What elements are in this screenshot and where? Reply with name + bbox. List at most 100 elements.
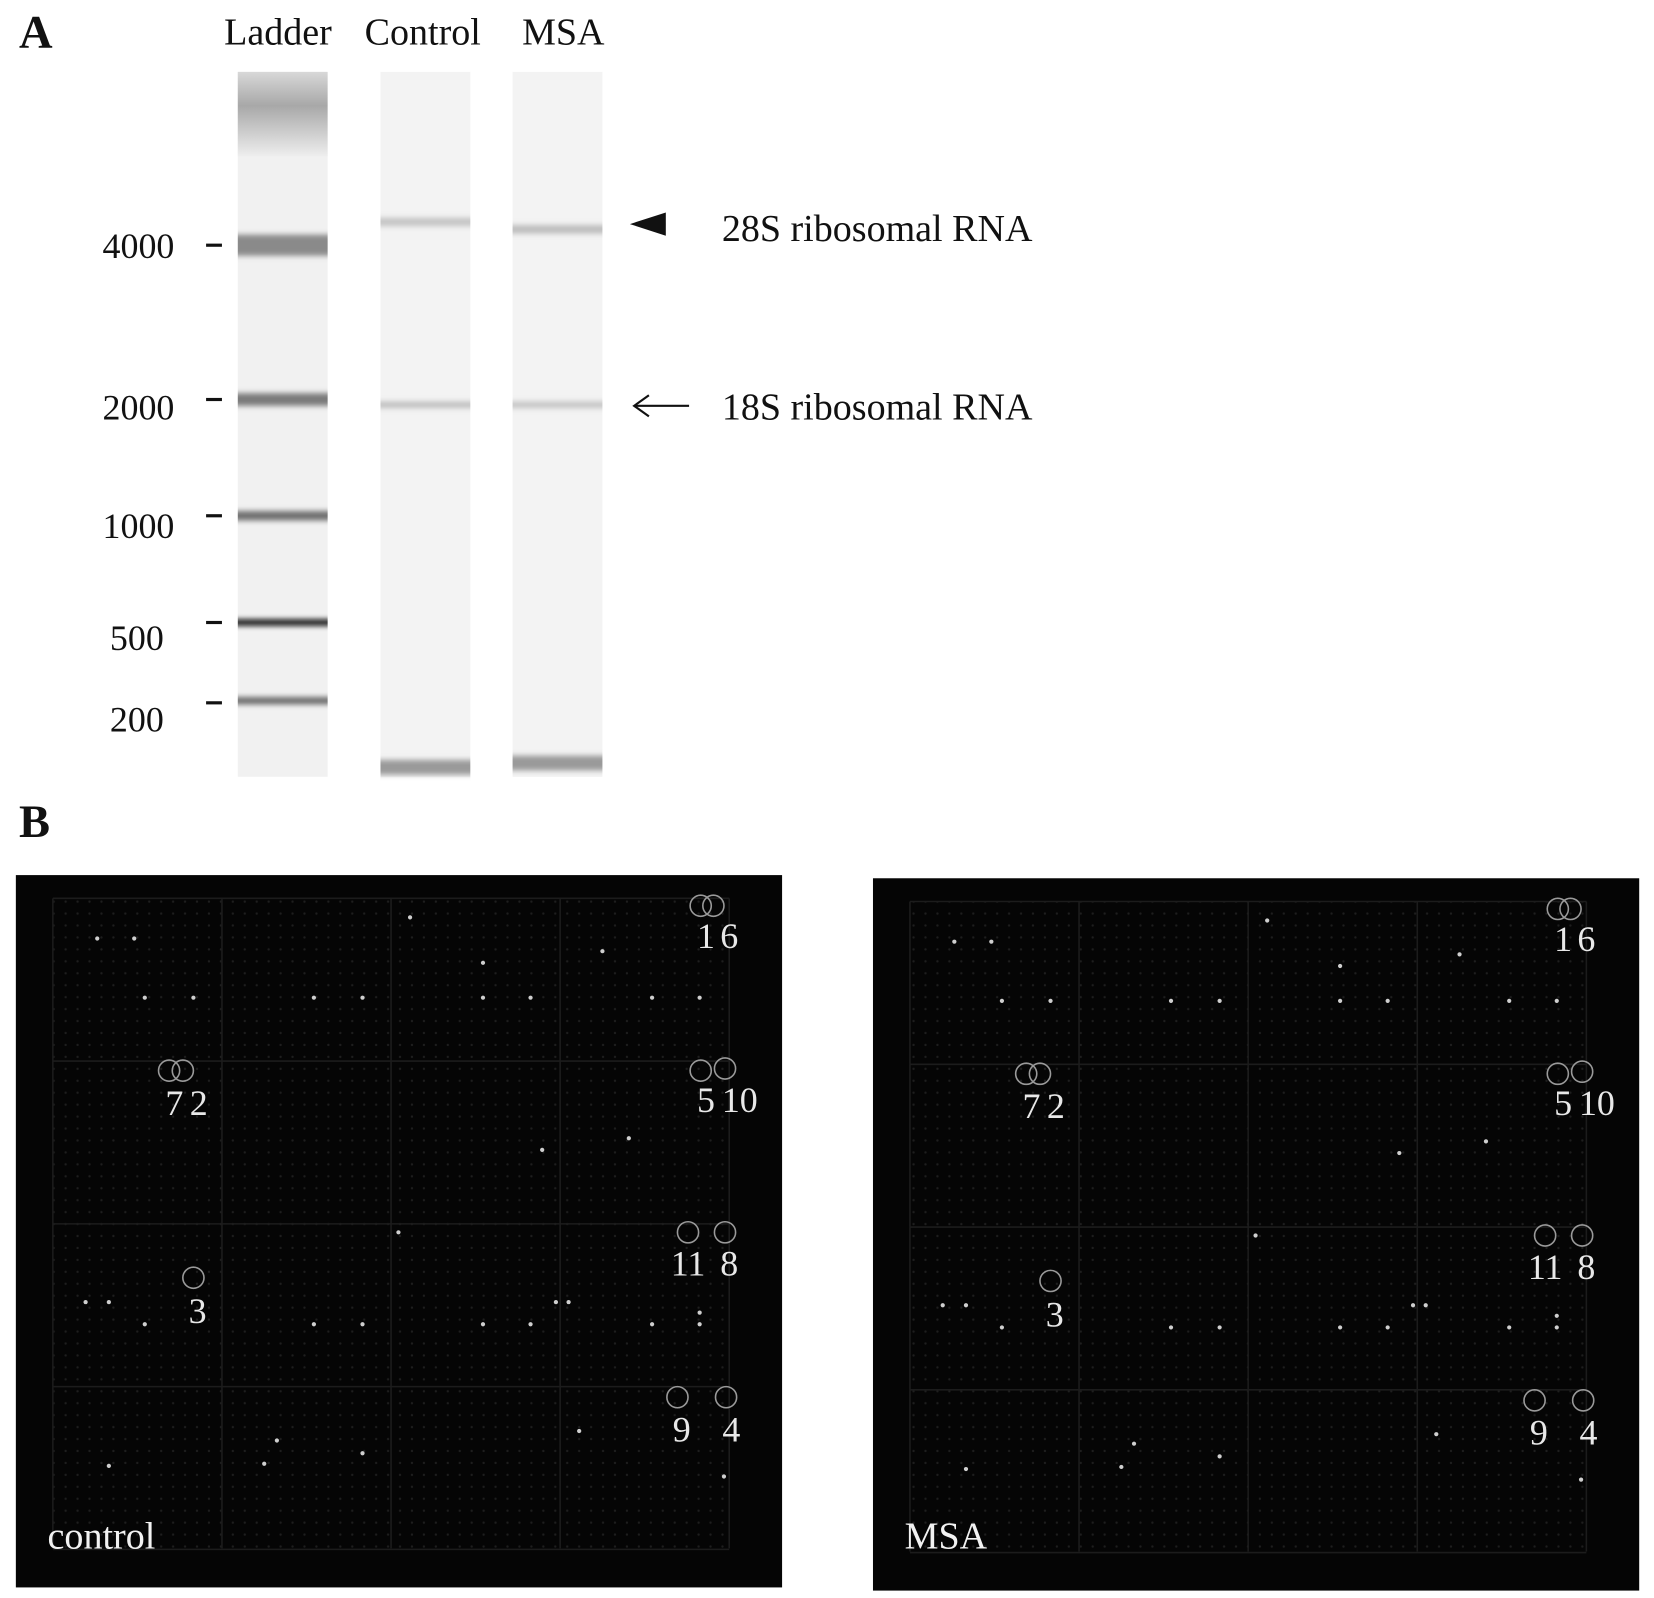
band [237, 393, 328, 406]
spot [262, 1461, 267, 1466]
spot [396, 1230, 401, 1235]
spot [360, 1322, 365, 1327]
spot [1554, 998, 1559, 1003]
spot [566, 1299, 571, 1305]
spot-ring [666, 1385, 689, 1409]
annotation: 28S ribosomal RNA [722, 208, 1033, 250]
panel-label: B [19, 797, 50, 848]
spot-ring [702, 894, 725, 918]
spot [480, 995, 486, 1000]
spot-ring [1559, 897, 1582, 921]
spot-label: 7 [165, 1083, 183, 1123]
spot-label: 6 [1577, 919, 1595, 959]
spot-ring [689, 1059, 713, 1082]
spot [999, 998, 1005, 1003]
spot [1253, 1233, 1258, 1238]
spot [697, 995, 702, 1000]
spot [1457, 952, 1462, 957]
arrow [632, 394, 690, 418]
spot [1119, 1464, 1124, 1470]
spot [1217, 1325, 1222, 1330]
spot-ring [1570, 1060, 1594, 1084]
spot [360, 995, 365, 1000]
band [237, 697, 328, 705]
spot-label: 2 [1047, 1086, 1065, 1126]
spot [142, 1322, 147, 1327]
spot [106, 1463, 111, 1468]
spot-label: 7 [1023, 1086, 1041, 1126]
band [237, 511, 328, 521]
lane-label: MSA [522, 11, 605, 53]
spot-label: 9 [1530, 1413, 1548, 1453]
band [237, 234, 328, 256]
spot-label: 11 [671, 1244, 706, 1284]
band [512, 755, 603, 771]
array-name: MSA [905, 1515, 988, 1557]
spot-ring [713, 1057, 737, 1080]
spot [577, 1428, 582, 1434]
band [380, 217, 471, 227]
spot-ring [1533, 1224, 1557, 1247]
spot [1397, 1150, 1402, 1156]
spot-ring [714, 1385, 738, 1409]
band [512, 401, 603, 408]
spot-label: 9 [673, 1410, 691, 1450]
spot-label: 10 [1579, 1083, 1615, 1123]
spot [721, 1474, 727, 1479]
spot [480, 960, 486, 965]
spot [940, 1303, 945, 1308]
spot [106, 1299, 111, 1305]
spot-label: 1 [697, 916, 715, 956]
spot [999, 1325, 1005, 1330]
spot-label: 5 [1554, 1083, 1572, 1123]
spot-ring [1523, 1388, 1546, 1412]
spot [1483, 1139, 1489, 1144]
spot-ring [676, 1220, 700, 1244]
panel-label: A [19, 8, 53, 59]
size-label: 500 [110, 618, 164, 658]
lane [237, 71, 328, 777]
array: 1 6 7 2 5 10 11 8 3 9 4 control [15, 875, 783, 1588]
spot-label: 10 [722, 1080, 758, 1120]
spot [600, 949, 605, 954]
spot [274, 1438, 280, 1443]
spot-ring [713, 1220, 737, 1244]
lane-label: Control [365, 11, 481, 53]
spot [1265, 918, 1270, 923]
spot [1423, 1303, 1428, 1308]
spot [132, 936, 137, 941]
array: 1 6 7 2 5 10 11 8 3 9 4 MSA [872, 878, 1640, 1591]
spot [1385, 998, 1390, 1003]
size-label: 4000 [103, 226, 175, 266]
spot [1507, 998, 1512, 1003]
spot [649, 1322, 655, 1327]
gel [237, 71, 603, 777]
spot-ring [182, 1266, 205, 1290]
spot-label: 1 [1554, 919, 1572, 959]
spot [1217, 998, 1222, 1003]
lane-label: Ladder [224, 11, 332, 53]
lane [512, 71, 603, 777]
spot [480, 1322, 486, 1327]
spot [311, 995, 317, 1000]
spot [528, 995, 533, 1000]
spot [1507, 1325, 1512, 1330]
spot-ring [1546, 897, 1570, 921]
band [512, 225, 603, 234]
spot [1217, 1454, 1222, 1459]
spot [191, 995, 196, 1000]
spot [963, 1466, 969, 1472]
spot [360, 1451, 365, 1456]
spot [1410, 1303, 1416, 1308]
spot [1578, 1477, 1584, 1482]
spot [1337, 963, 1343, 969]
spot [1337, 998, 1343, 1003]
spot-label: 6 [720, 916, 738, 956]
annotation: 18S ribosomal RNA [722, 387, 1033, 429]
spot [1168, 998, 1174, 1003]
spot [952, 939, 957, 944]
spot-label: 8 [720, 1244, 738, 1284]
spot-ring [1014, 1062, 1038, 1086]
spot [1131, 1441, 1137, 1446]
